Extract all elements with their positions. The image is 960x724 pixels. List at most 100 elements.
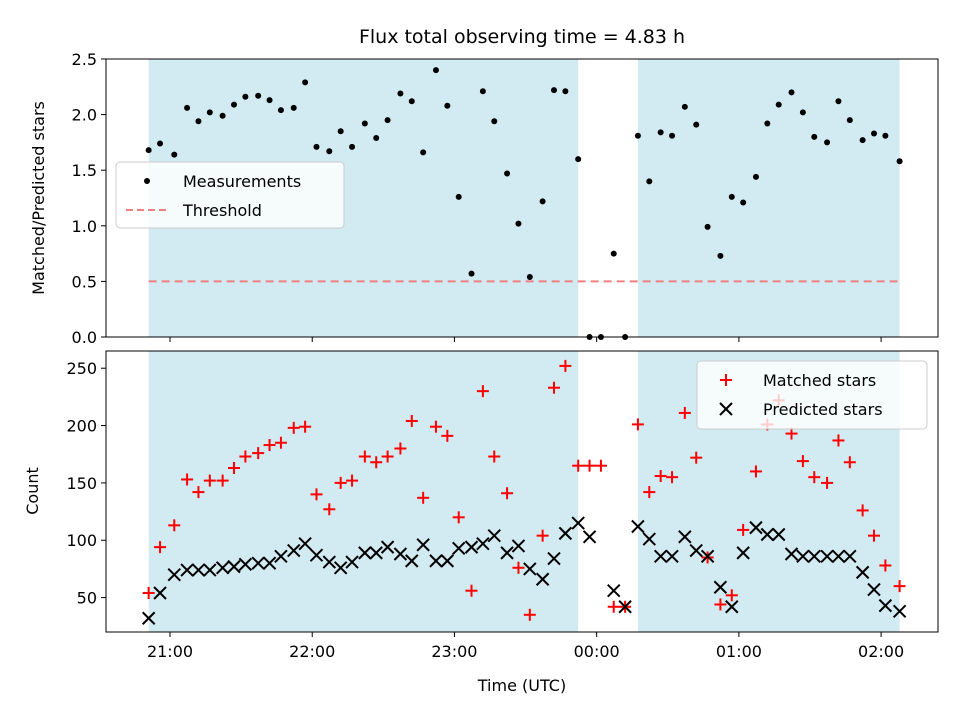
- predicted-star-point: [429, 554, 443, 568]
- predicted-star-point: [892, 604, 907, 619]
- ratio-legend: Measurements Threshold: [115, 161, 345, 229]
- measurement-point: [242, 93, 249, 100]
- predicted-marker-b: [180, 563, 194, 577]
- predicted-star-point: [287, 543, 301, 558]
- x-tick-label: 00:00: [574, 642, 620, 661]
- predicted-marker-b: [523, 562, 537, 576]
- predicted-star-point: [558, 526, 573, 541]
- predicted-marker-b: [476, 536, 490, 551]
- predicted-star-point: [309, 548, 324, 562]
- predicted-marker-b: [855, 565, 870, 580]
- measurement-point: [349, 143, 356, 150]
- predicted-marker-b: [358, 546, 372, 560]
- predicted-star-point: [358, 546, 372, 560]
- legend-measurement-marker: [144, 178, 150, 184]
- matched-star-point: [381, 450, 394, 463]
- predicted-star-point: [500, 546, 514, 560]
- predicted-marker-b: [618, 600, 632, 614]
- measurement-point: [551, 87, 557, 94]
- predicted-star-point: [153, 586, 167, 600]
- measurement-point: [337, 128, 344, 135]
- matched-star-point: [654, 470, 667, 483]
- predicted-marker-b: [416, 538, 430, 552]
- matched-star-point: [501, 487, 514, 500]
- matched-star-point: [452, 511, 465, 524]
- matched-star-point: [893, 580, 906, 593]
- predicted-marker-b: [796, 549, 810, 564]
- predicted-star-point: [653, 549, 668, 564]
- measurement-point: [491, 118, 498, 125]
- predicted-marker-b: [878, 598, 893, 613]
- predicted-marker-b: [892, 604, 907, 619]
- predicted-star-point: [665, 549, 679, 564]
- measurement-point: [326, 148, 333, 155]
- measurement-point: [277, 107, 284, 114]
- matched-star-point: [749, 465, 762, 478]
- predicted-star-point: [440, 554, 455, 568]
- measurement-point: [657, 129, 664, 136]
- measurement-point: [526, 273, 533, 280]
- matched-star-point: [142, 587, 155, 600]
- predicted-star-point: [547, 551, 561, 566]
- measurement-point: [835, 98, 842, 105]
- matched-star-point: [346, 474, 359, 487]
- predicted-marker-b: [203, 563, 217, 577]
- predicted-marker-b: [820, 549, 834, 564]
- measurement-point: [468, 270, 475, 277]
- predicted-star-point: [369, 546, 383, 560]
- matched-star-point: [666, 471, 679, 484]
- predicted-marker-b: [369, 546, 383, 560]
- measurement-point: [145, 147, 152, 154]
- matched-star-point: [631, 418, 644, 431]
- predicted-marker-b: [535, 572, 550, 586]
- predicted-star-point: [380, 540, 395, 554]
- count-y-tick-label: 200: [66, 417, 97, 436]
- measurement-point: [479, 88, 486, 95]
- matched-star-point: [821, 476, 834, 489]
- count-legend: Matched stars Predicted stars: [696, 360, 928, 430]
- predicted-marker-b: [558, 526, 573, 541]
- predicted-marker-b: [167, 567, 181, 582]
- predicted-marker-b: [843, 549, 857, 564]
- predicted-star-point: [416, 538, 430, 552]
- predicted-star-point: [700, 549, 715, 564]
- matched-star-point: [643, 486, 656, 499]
- predicted-marker-b: [642, 532, 656, 546]
- predicted-marker-b: [227, 559, 241, 574]
- matched-star-point: [263, 439, 276, 452]
- matched-star-point: [405, 414, 418, 427]
- measurement-point: [693, 121, 700, 128]
- predicted-marker-b: [380, 540, 395, 554]
- ratio-panel: 0.0 0.5 1.0 1.5 2.0 2.5 Matched/Predicted sta…: [29, 50, 939, 347]
- matched-star-point: [737, 523, 750, 536]
- predicted-marker-b: [760, 527, 775, 542]
- matched-star-point: [465, 584, 478, 597]
- predicted-star-point: [167, 567, 181, 582]
- measurement-point: [896, 158, 903, 165]
- ratio-y-tick-label: 0.0: [72, 328, 97, 347]
- predicted-marker-b: [262, 556, 277, 570]
- matched-star-point: [252, 447, 265, 460]
- measurement-point: [302, 79, 309, 86]
- predicted-star-point: [855, 565, 870, 580]
- predicted-star-point: [511, 539, 526, 553]
- predicted-marker-b: [309, 548, 324, 562]
- predicted-marker-b: [713, 580, 728, 594]
- measurement-point: [408, 98, 415, 105]
- predicted-star-point: [725, 600, 739, 614]
- predicted-star-point: [180, 563, 194, 577]
- predicted-star-point: [405, 554, 419, 568]
- matched-star-point: [785, 427, 798, 440]
- measurement-point: [444, 102, 451, 109]
- count-y-tick-label: 100: [66, 531, 97, 550]
- predicted-star-point: [476, 536, 490, 551]
- predicted-star-point: [843, 549, 857, 564]
- measurement-point: [634, 132, 641, 139]
- predicted-marker-b: [700, 549, 715, 564]
- predicted-star-point: [227, 559, 241, 574]
- predicted-star-point: [796, 549, 810, 564]
- matched-star-point: [228, 461, 240, 474]
- predicted-marker-b: [333, 561, 348, 575]
- matched-star-point: [548, 381, 560, 394]
- matched-star-point: [607, 600, 620, 613]
